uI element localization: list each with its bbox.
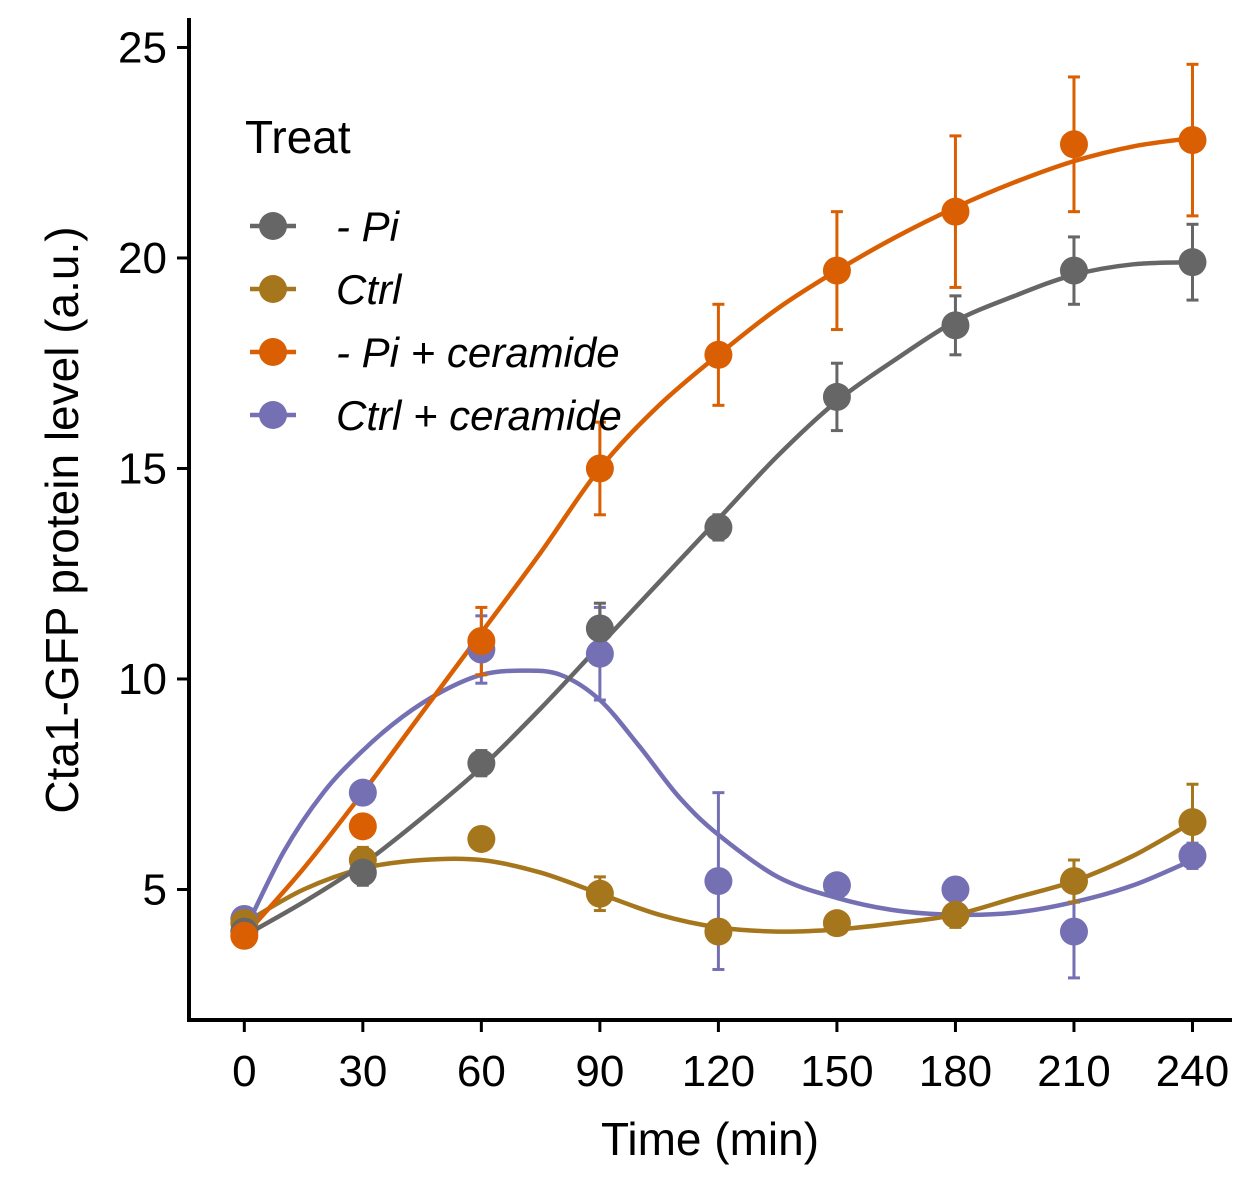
x-tick-label: 0 — [232, 1047, 256, 1096]
legend-title: Treat — [245, 111, 351, 163]
legend-key-marker — [259, 401, 287, 429]
point-ctrl-ceramide — [348, 778, 377, 807]
x-tick-label: 240 — [1156, 1047, 1229, 1096]
point-ctrl-ceramide — [1059, 917, 1088, 946]
legend-key-marker — [259, 212, 287, 240]
point-pi-ceramide — [1178, 126, 1207, 155]
legend-item-ctrl: Ctrl — [250, 266, 403, 313]
axes: 0 30 60 90 120 150 180 210 240 5 10 15 20 25 — [118, 18, 1232, 1096]
x-tick-label: 150 — [800, 1047, 873, 1096]
y-tick-label: 5 — [143, 865, 167, 914]
legend-label: Ctrl — [336, 266, 403, 313]
point-ctrl-ceramide — [822, 871, 851, 900]
x-ticks: 0 30 60 90 120 150 180 210 240 — [232, 1020, 1229, 1096]
point-ctrl — [941, 900, 970, 929]
x-tick-label: 60 — [457, 1047, 506, 1096]
point-pi-ceramide — [704, 340, 733, 369]
point-ctrl-ceramide — [1178, 841, 1207, 870]
point-pi — [1059, 256, 1088, 285]
legend-items: - Pi Ctrl - Pi + ceramide Ctrl + ceramide — [250, 203, 622, 439]
point-pi — [704, 513, 733, 542]
x-axis-title: Time (min) — [601, 1113, 819, 1165]
point-ctrl — [704, 917, 733, 946]
y-tick-label: 10 — [118, 655, 167, 704]
legend-item-pi-ceramide: - Pi + ceramide — [250, 329, 620, 376]
x-tick-label: 90 — [575, 1047, 624, 1096]
point-pi — [822, 382, 851, 411]
x-tick-label: 120 — [682, 1047, 755, 1096]
legend-label: Ctrl + ceramide — [336, 392, 622, 439]
y-axis-title: Cta1-GFP protein level (a.u.) — [36, 226, 88, 813]
point-pi-ceramide — [941, 197, 970, 226]
point-pi-ceramide — [585, 454, 614, 483]
data-points — [230, 126, 1207, 950]
y-tick-label: 15 — [118, 444, 167, 493]
legend-key-marker — [259, 275, 287, 303]
point-ctrl — [585, 879, 614, 908]
x-tick-label: 180 — [919, 1047, 992, 1096]
y-tick-label: 20 — [118, 234, 167, 283]
y-tick-label: 25 — [118, 23, 167, 72]
point-pi-ceramide — [467, 627, 496, 656]
point-ctrl — [1059, 867, 1088, 896]
legend-key-marker — [259, 338, 287, 366]
point-ctrl-ceramide — [585, 639, 614, 668]
point-pi — [467, 749, 496, 778]
point-pi-ceramide — [1059, 130, 1088, 159]
fit-line-pi-ceramide — [242, 135, 1195, 939]
legend: Treat - Pi Ctrl - Pi + ceramide Ctrl + cera… — [245, 111, 622, 439]
point-pi — [941, 311, 970, 340]
point-pi-ceramide — [822, 256, 851, 285]
legend-item-pi: - Pi — [250, 203, 401, 250]
point-pi-ceramide — [348, 812, 377, 841]
legend-label: - Pi — [336, 203, 401, 250]
point-pi — [348, 858, 377, 887]
point-ctrl — [1178, 808, 1207, 837]
point-ctrl-ceramide — [704, 867, 733, 896]
y-ticks: 5 10 15 20 25 — [118, 23, 189, 914]
point-ctrl — [467, 824, 496, 853]
legend-label: - Pi + ceramide — [336, 329, 620, 376]
point-ctrl-ceramide — [941, 875, 970, 904]
x-tick-label: 30 — [338, 1047, 387, 1096]
x-tick-label: 210 — [1037, 1047, 1110, 1096]
point-pi — [585, 614, 614, 643]
point-pi — [1178, 248, 1207, 277]
fit-line-ctrl-ceramide — [242, 668, 1195, 934]
point-ctrl — [822, 909, 851, 938]
point-pi-ceramide — [230, 921, 259, 950]
legend-item-ctrl-ceramide: Ctrl + ceramide — [250, 392, 622, 439]
